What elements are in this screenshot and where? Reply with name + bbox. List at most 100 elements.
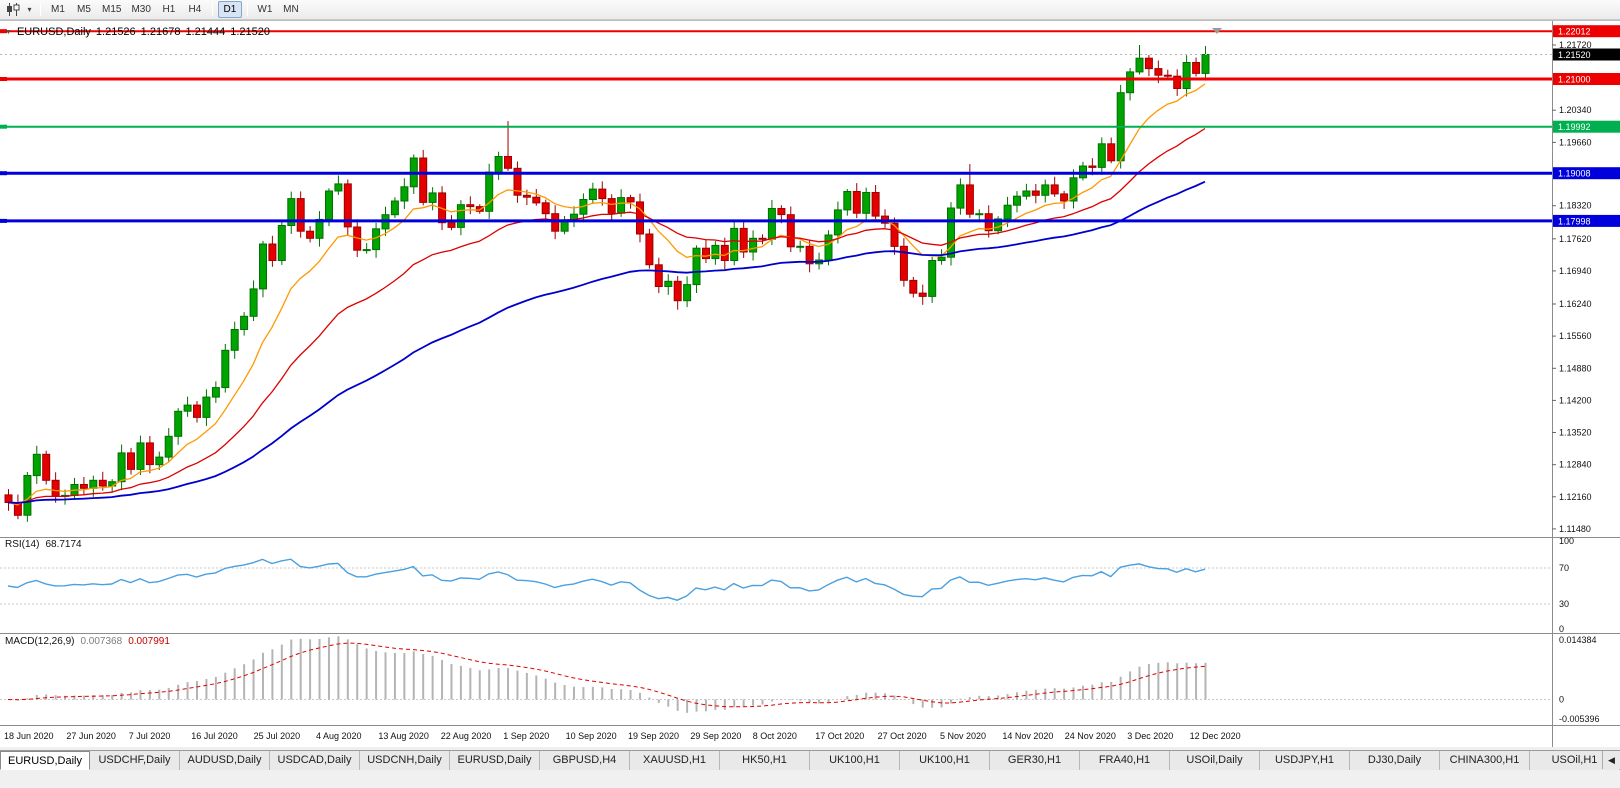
price-line-axis-label-box	[1553, 73, 1620, 85]
price-tick-label: 1.16240	[1559, 299, 1592, 309]
price-line-axis-label-box	[1553, 214, 1620, 227]
price-line-axis-label: 1.17998	[1558, 216, 1591, 226]
symbol-tab-usdchf-daily[interactable]: USDCHF,Daily	[90, 751, 180, 770]
symbol-tab-gbpusd-h4[interactable]: GBPUSD,H4	[540, 751, 630, 770]
timeframe-group: M1 M5 M15 M30 H1 H4 D1 W1 MN	[45, 0, 304, 20]
rsi-name: RSI(14)	[5, 539, 40, 550]
horizontal-price-lines	[0, 29, 1552, 223]
timeframe-button-mn[interactable]: MN	[283, 4, 299, 15]
price-line-axis-label: 1.19008	[1558, 169, 1591, 179]
chart-shift-marker-icon[interactable]	[1212, 28, 1222, 34]
price-line-axis-label-box	[1553, 25, 1620, 38]
timeframe-button-m30[interactable]: M30	[131, 4, 151, 15]
macd-signal-value: 0.007991	[128, 636, 170, 647]
chart-title: ▼ EURUSD,Daily 1.21526 1.21678 1.21444 1…	[5, 26, 270, 38]
date-tick-label: 10 Sep 2020	[566, 731, 617, 741]
price-line-marker	[0, 218, 7, 223]
symbol-tab-eurusd-daily[interactable]: EURUSD,Daily	[450, 751, 540, 770]
rsi-axis-label: 30	[1559, 599, 1569, 609]
ma-medium-line	[7, 127, 1206, 505]
ohlc-high: 1.21678	[140, 26, 181, 38]
symbol-tab-fra40-h1[interactable]: FRA40,H1	[1080, 751, 1170, 770]
price-tick-label: 1.16940	[1559, 266, 1592, 276]
rsi-axis-label: 70	[1559, 563, 1569, 573]
symbol-tab-uk100-h1[interactable]: UK100,H1	[900, 751, 990, 770]
symbol-tab-uk100-h1[interactable]: UK100,H1	[810, 751, 900, 770]
timeframe-toolbar: ▾ M1 M5 M15 M30 H1 H4 D1 W1 MN	[0, 0, 1620, 20]
timeframe-button-m1[interactable]: M1	[51, 4, 65, 15]
macd-panel: 0.014384 0 -0.005396	[0, 635, 1600, 724]
date-tick-label: 13 Aug 2020	[378, 731, 429, 741]
symbol-tab-ger30-h1[interactable]: GER30,H1	[990, 751, 1080, 770]
price-axis: 1.21720 1.20340 1.19660 1.18320 1.17620 1.169…	[1552, 21, 1620, 747]
timeframe-button-h4[interactable]: H4	[188, 4, 202, 15]
macd-name: MACD(12,26,9)	[5, 636, 75, 647]
toolbar-separator	[246, 3, 248, 16]
price-line-axis-label-box	[1553, 167, 1620, 180]
rsi-axis-label: 0	[1559, 624, 1564, 634]
ohlc-open: 1.21526	[95, 26, 136, 38]
macd-indicator-label: MACD(12,26,9) 0.007368 0.007991	[5, 636, 170, 647]
timeframe-button-d1[interactable]: D1	[217, 1, 242, 18]
symbol-tab-hk50-h1[interactable]: HK50,H1	[720, 751, 810, 770]
date-tick-label: 29 Sep 2020	[690, 731, 741, 741]
date-tick-label: 22 Aug 2020	[441, 731, 492, 741]
timeframe-button-h1[interactable]: H1	[162, 4, 176, 15]
price-line-axis-label-box	[1553, 120, 1620, 133]
symbol-tabbar: EURUSD,Daily USDCHF,Daily AUDUSD,Daily USDC…	[0, 750, 1620, 770]
date-tick-label: 5 Nov 2020	[940, 731, 986, 741]
price-tick-label: 1.15560	[1559, 331, 1592, 341]
symbol-tab-china300-h1[interactable]: CHINA300,H1	[1440, 751, 1530, 770]
candlestick-chart-icon	[6, 3, 19, 16]
price-line-marker	[0, 77, 7, 81]
symbol-tab-usdcad-daily[interactable]: USDCAD,Daily	[270, 751, 360, 770]
date-tick-label: 19 Sep 2020	[628, 731, 679, 741]
price-tick-label: 1.17620	[1559, 234, 1592, 244]
price-tick-label: 1.21720	[1559, 40, 1592, 50]
date-tick-label: 12 Dec 2020	[1190, 731, 1241, 741]
date-tick-label: 24 Nov 2020	[1065, 731, 1116, 741]
symbol-tab-xauusd-h1[interactable]: XAUUSD,H1	[630, 751, 720, 770]
price-tick-label: 1.19660	[1559, 137, 1592, 147]
symbol-tab-usdjpy-h1[interactable]: USDJPY,H1	[1260, 751, 1350, 770]
timeframe-button-w1[interactable]: W1	[257, 4, 273, 15]
date-tick-label: 1 Sep 2020	[503, 731, 549, 741]
ohlc-low: 1.21444	[185, 26, 226, 38]
date-tick-label: 16 Jul 2020	[191, 731, 238, 741]
triangle-left-icon: ◀	[1608, 754, 1615, 765]
price-chart-svg[interactable]: 1.21720 1.20340 1.19660 1.18320 1.17620 1.169…	[0, 21, 1620, 747]
tab-scroll-left-button[interactable]: ◀	[1602, 751, 1620, 769]
ohlc-marker-icon: ▼	[5, 28, 12, 36]
date-tick-label: 7 Jul 2020	[129, 731, 171, 741]
chart-symbol: EURUSD,Daily	[16, 26, 91, 38]
toolbar-separator	[40, 3, 41, 16]
rsi-indicator-label: RSI(14) 68.7174	[5, 539, 82, 550]
price-line-marker	[0, 124, 7, 129]
timeframe-button-m5[interactable]: M5	[77, 4, 91, 15]
symbol-tab-usdcnh-daily[interactable]: USDCNH,Daily	[360, 751, 450, 770]
date-tick-label: 4 Aug 2020	[316, 731, 362, 741]
rsi-value: 68.7174	[45, 539, 82, 550]
symbol-tab-audusd-daily[interactable]: AUDUSD,Daily	[180, 751, 270, 770]
date-tick-label: 17 Oct 2020	[815, 731, 864, 741]
date-tick-label: 8 Oct 2020	[753, 731, 797, 741]
price-tick-label: 1.13520	[1559, 428, 1592, 438]
timeframe-button-m15[interactable]: M15	[102, 4, 122, 15]
price-tick-label: 1.18320	[1559, 201, 1592, 211]
rsi-axis-label: 100	[1559, 536, 1574, 546]
symbol-tab-eurusd-daily[interactable]: EURUSD,Daily	[0, 751, 90, 770]
rsi-line	[7, 558, 1206, 601]
price-line-axis-label: 1.21000	[1558, 75, 1591, 85]
price-tick-label: 1.12160	[1559, 492, 1592, 502]
macd-value: 0.007368	[80, 636, 123, 647]
price-line-axis-label: 1.19992	[1558, 122, 1591, 132]
chart-type-button[interactable]	[4, 1, 22, 18]
chart-window[interactable]: 1.21720 1.20340 1.19660 1.18320 1.17620 1.169…	[0, 20, 1620, 747]
chart-type-dropdown-button[interactable]: ▾	[24, 1, 35, 18]
price-line-axis-label: 1.22012	[1558, 27, 1591, 37]
date-axis: 18 Jun 2020 27 Jun 2020 7 Jul 2020 16 Jul 2…	[4, 731, 1241, 741]
price-tick-label: 1.11480	[1559, 524, 1591, 534]
symbol-tab-dj30-daily[interactable]: DJ30,Daily	[1350, 751, 1440, 770]
symbol-tab-usoil-daily[interactable]: USOil,Daily	[1170, 751, 1260, 770]
